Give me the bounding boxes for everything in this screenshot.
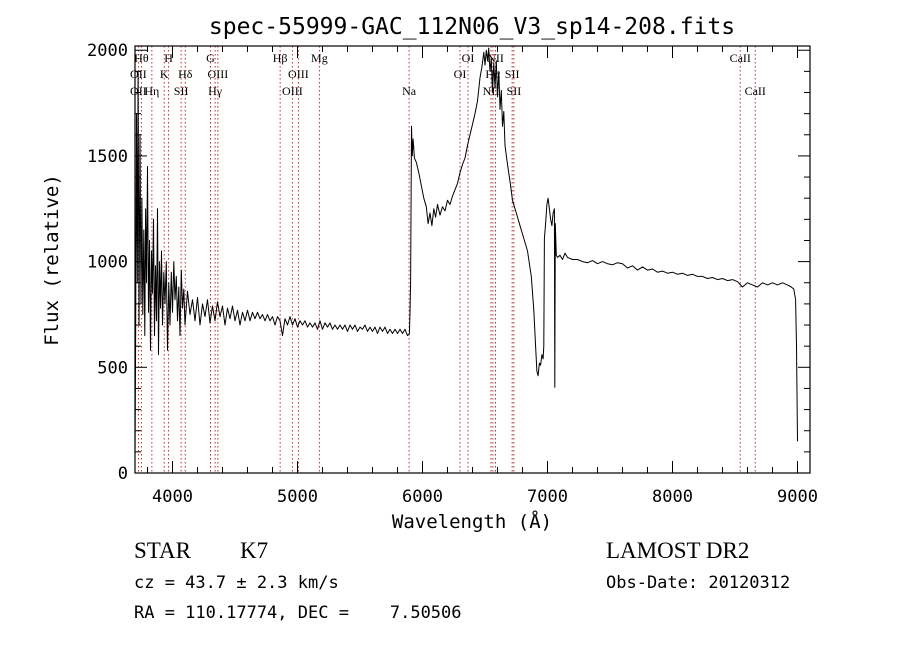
x-axis-label: Wavelength (Å)	[392, 510, 552, 533]
y-tick-label: 1500	[87, 147, 128, 167]
spectral-line-label: Hδ	[178, 67, 193, 81]
spectral-line-label: Na	[402, 84, 417, 98]
line-marker-layer: OIIOIIHθHηKHSIIHδGHγOIIIHβOIIIOIIIMgNaOI…	[130, 46, 766, 473]
x-tick-label: 4000	[152, 487, 193, 507]
y-tick-label: 500	[97, 358, 128, 378]
spectral-line-label: OI	[454, 67, 467, 81]
spectral-line-label: Hη	[144, 84, 159, 98]
series-layer	[134, 47, 798, 457]
obs-date-text: Obs-Date: 20120312	[606, 573, 791, 593]
spectral-line-label: CaII	[745, 84, 766, 98]
object-subclass: K7	[240, 538, 269, 563]
coordinates-text: RA = 110.17774, DEC = 7.50506	[134, 603, 462, 623]
plot-frame	[134, 45, 811, 474]
spectral-line-label: G	[206, 51, 215, 65]
spectral-line-label: Hθ	[134, 51, 149, 65]
y-axis-label: Flux (relative)	[41, 174, 63, 346]
spectral-line-label: CaII	[730, 51, 751, 65]
spectral-line-label: Mg	[311, 51, 328, 65]
x-axis: 4000 5000 6000 7000 8000 9000	[147, 46, 818, 507]
y-axis: 0 500 1000 1500 2000	[87, 41, 810, 484]
x-tick-label: 6000	[402, 487, 443, 507]
spectral-line-label: SII	[507, 84, 522, 98]
spectral-line-label: OIII	[282, 84, 303, 98]
spectral-line-label: OIII	[288, 67, 309, 81]
object-class: STAR	[134, 538, 191, 563]
spectral-line-label: OI	[462, 51, 475, 65]
spectral-line-label: Hβ	[273, 51, 288, 65]
x-tick-label: 9000	[777, 487, 818, 507]
spectral-line-label: K	[160, 67, 169, 81]
spectral-line-label: SII	[505, 67, 520, 81]
spectral-line-label: H	[164, 51, 173, 65]
spectral-line-label: SII	[174, 84, 189, 98]
redshift-text: cz = 43.7 ± 2.3 km/s	[134, 573, 339, 593]
spectrum-series-line	[134, 47, 798, 457]
spectral-line-label: Hγ	[208, 84, 223, 98]
x-tick-label: 8000	[652, 487, 693, 507]
spectral-line-label: OIII	[208, 67, 229, 81]
chart-title: spec-55999-GAC_112N06_V3_sp14-208.fits	[209, 14, 735, 40]
y-tick-label: 2000	[87, 41, 128, 61]
survey-name: LAMOST DR2	[606, 538, 750, 563]
y-tick-label: 1000	[87, 253, 128, 273]
x-tick-label: 5000	[277, 487, 318, 507]
y-tick-label: 0	[118, 464, 128, 484]
x-tick-label: 7000	[527, 487, 568, 507]
